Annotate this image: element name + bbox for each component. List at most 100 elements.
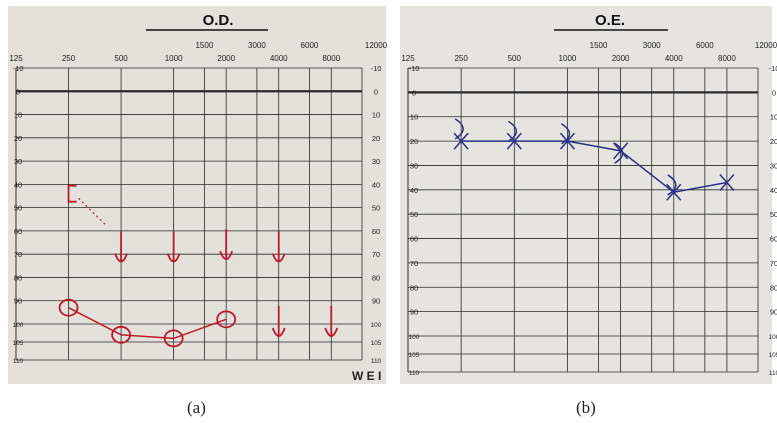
db-tick-label-left: 20 [410, 137, 418, 146]
db-tick-label-right: 60 [372, 227, 380, 236]
db-tick-label-left: 50 [410, 210, 418, 219]
db-tick-label-left: 70 [410, 259, 418, 268]
db-tick-label-right: 10 [770, 113, 777, 122]
data-point-x [506, 132, 522, 150]
data-point-bracket [561, 123, 571, 145]
freq-tick-label: 500 [114, 54, 128, 63]
db-tick-label-right: 100 [769, 334, 777, 341]
db-tick-label-right: 100 [371, 322, 382, 329]
freq-tick-label: 12000 [365, 41, 388, 50]
db-tick-label-right: 20 [372, 134, 380, 143]
db-tick-label-left: 110 [13, 358, 24, 365]
freq-tick-label: 12000 [755, 41, 777, 50]
data-point-bracket [614, 142, 624, 164]
db-tick-label-right: 105 [769, 352, 777, 359]
db-tick-label-left: 60 [410, 235, 418, 244]
db-tick-label-right: 40 [770, 186, 777, 195]
freq-tick-label: 4000 [270, 54, 288, 63]
db-tick-label-left: 20 [14, 134, 22, 143]
freq-tick-label: 6000 [301, 41, 319, 50]
dotted-connector [78, 197, 108, 227]
db-tick-label-right: 80 [770, 283, 777, 292]
data-point-no-response [114, 231, 128, 263]
data-point-x [559, 132, 576, 150]
freq-tick-label: 4000 [665, 54, 683, 63]
series-line [68, 307, 227, 340]
chart-title: O.D. [203, 12, 234, 29]
data-point-no-response [219, 229, 234, 261]
db-tick-label-left: 100 [409, 334, 420, 341]
db-tick-label-left: 105 [13, 340, 24, 347]
data-point-no-response [324, 306, 339, 337]
db-tick-label-right: 90 [372, 297, 380, 306]
caption-a: (a) [187, 398, 206, 417]
freq-tick-label: 250 [454, 54, 468, 63]
db-tick-label-right: 50 [770, 210, 777, 219]
data-point-bracket [507, 120, 518, 142]
data-point-x [453, 132, 469, 150]
data-point-x [613, 142, 629, 160]
db-tick-label-left: 60 [14, 227, 22, 236]
db-tick-label-left: 110 [409, 370, 420, 377]
db-tick-label-left: 50 [14, 204, 22, 213]
db-tick-label-left: 30 [410, 161, 418, 170]
db-tick-label-right: 70 [372, 250, 380, 259]
audiogram-oe-svg: O.E.125 250 500 100015002000300040006000800… [400, 6, 777, 384]
db-tick-label-left: 30 [14, 157, 22, 166]
db-tick-label-left: 10 [14, 111, 22, 120]
db-tick-label-right: 70 [770, 259, 777, 268]
data-point-circle [163, 329, 184, 348]
db-tick-label-right: 0 [374, 87, 378, 96]
freq-tick-label: 500 [508, 54, 522, 63]
db-tick-label-right: 50 [372, 204, 380, 213]
db-tick-label-right: 110 [769, 370, 777, 377]
db-tick-label-right: 10 [372, 111, 380, 120]
db-tick-label-right: 110 [371, 358, 382, 365]
db-tick-label-left: -10 [13, 64, 24, 73]
db-tick-label-right: -10 [769, 64, 777, 73]
data-point-circle [111, 325, 131, 344]
db-tick-label-right: 40 [372, 180, 380, 189]
chart-paper [400, 6, 772, 384]
db-tick-label-left: 100 [13, 322, 24, 329]
db-tick-label-right: 105 [371, 340, 382, 347]
data-point-bracket [67, 184, 77, 203]
data-point-no-response [271, 231, 286, 263]
db-tick-label-right: 30 [372, 157, 380, 166]
db-tick-label-right: 80 [372, 273, 380, 282]
db-tick-label-right: 30 [770, 161, 777, 170]
freq-tick-label: 6000 [696, 41, 714, 50]
corner-text: W E I [352, 369, 381, 383]
audiogram-panel-oe: O.E. 125 250 500 1000 1500 2000 3000 4000 6000 800… [398, 0, 777, 386]
freq-tick-label: 125 [9, 54, 23, 63]
db-tick-label-left: 0 [412, 88, 416, 97]
data-point-no-response [271, 306, 286, 337]
freq-tick-label: 1000 [165, 54, 183, 63]
chart-paper [8, 6, 386, 384]
freq-tick-label: 1000 [559, 54, 577, 63]
freq-tick-label: 125 [401, 54, 415, 63]
db-tick-label-left: 90 [410, 308, 418, 317]
freq-tick-label: 2000 [612, 54, 630, 63]
freq-tick-label: 8000 [322, 54, 340, 63]
db-tick-label-left: 80 [410, 283, 418, 292]
audiogram-od-svg: O.D.125 250 500 100015002000300040006000800… [8, 6, 388, 384]
data-point-bracket [454, 118, 464, 140]
caption-b: (b) [576, 398, 596, 417]
freq-tick-label: 3000 [643, 41, 661, 50]
audiogram-panel-od: O.D. 125 250 500 1000 1500 2000 3000 4000 6000 800… [6, 0, 388, 386]
freq-tick-label: 1500 [195, 41, 213, 50]
freq-tick-label: 1500 [590, 41, 608, 50]
freq-tick-label: 250 [62, 54, 76, 63]
db-tick-label-right: 90 [770, 308, 777, 317]
data-point-x [666, 183, 682, 201]
series-line [461, 140, 728, 194]
db-tick-label-right: 60 [770, 235, 777, 244]
db-tick-label-left: 90 [14, 297, 22, 306]
db-tick-label-right: -10 [371, 64, 382, 73]
db-tick-label-right: 0 [772, 88, 776, 97]
db-tick-label-left: 10 [410, 113, 418, 122]
db-tick-label-left: 40 [410, 186, 418, 195]
db-tick-label-right: 20 [770, 137, 777, 146]
freq-tick-label: 3000 [248, 41, 266, 50]
